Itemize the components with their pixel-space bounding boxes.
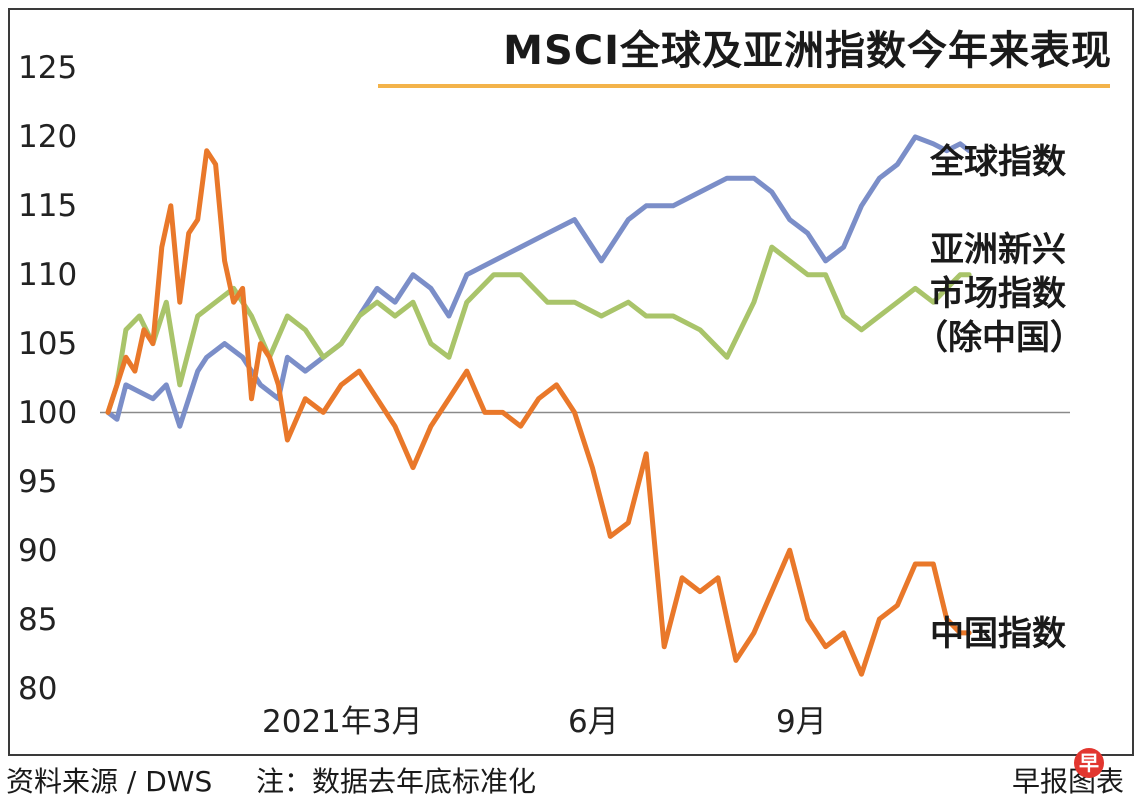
x-tick-label: 2021年3月 xyxy=(262,704,423,740)
series-label-asia-line3: （除中国） xyxy=(914,318,1084,358)
series-line-2 xyxy=(105,148,972,677)
y-tick-label: 115 xyxy=(18,188,78,224)
source-note: 资料来源 / DWS xyxy=(6,765,213,798)
normalization-note: 注：数据去年底标准化 xyxy=(256,765,537,798)
chart-title: MSCI全球及亚洲指数今年来表现 xyxy=(503,28,1112,74)
y-tick-label: 90 xyxy=(18,533,58,569)
series-label-china: 中国指数 xyxy=(930,614,1066,654)
title-underline xyxy=(378,84,1110,88)
series-line-1 xyxy=(105,244,972,415)
series-label-global: 全球指数 xyxy=(930,142,1066,182)
series-label-asia-line2: 市场指数 xyxy=(930,274,1066,314)
y-tick-label: 80 xyxy=(18,671,58,707)
chart-frame xyxy=(8,8,1134,756)
brand-logo-icon: 早 xyxy=(1074,748,1104,778)
y-tick-label: 100 xyxy=(18,395,78,431)
y-tick-label: 120 xyxy=(18,119,78,155)
series-label-asia-line1: 亚洲新兴 xyxy=(930,230,1066,270)
x-tick-label: 6月 xyxy=(568,704,619,740)
brand-credit: 早报图表 xyxy=(1012,765,1125,798)
y-tick-label: 105 xyxy=(18,326,78,362)
y-tick-label: 85 xyxy=(18,602,58,638)
x-tick-label: 9月 xyxy=(776,704,827,740)
series-line-0 xyxy=(105,134,972,429)
y-tick-label: 125 xyxy=(18,50,78,86)
y-tick-label: 110 xyxy=(18,257,78,293)
y-tick-label: 95 xyxy=(18,464,58,500)
